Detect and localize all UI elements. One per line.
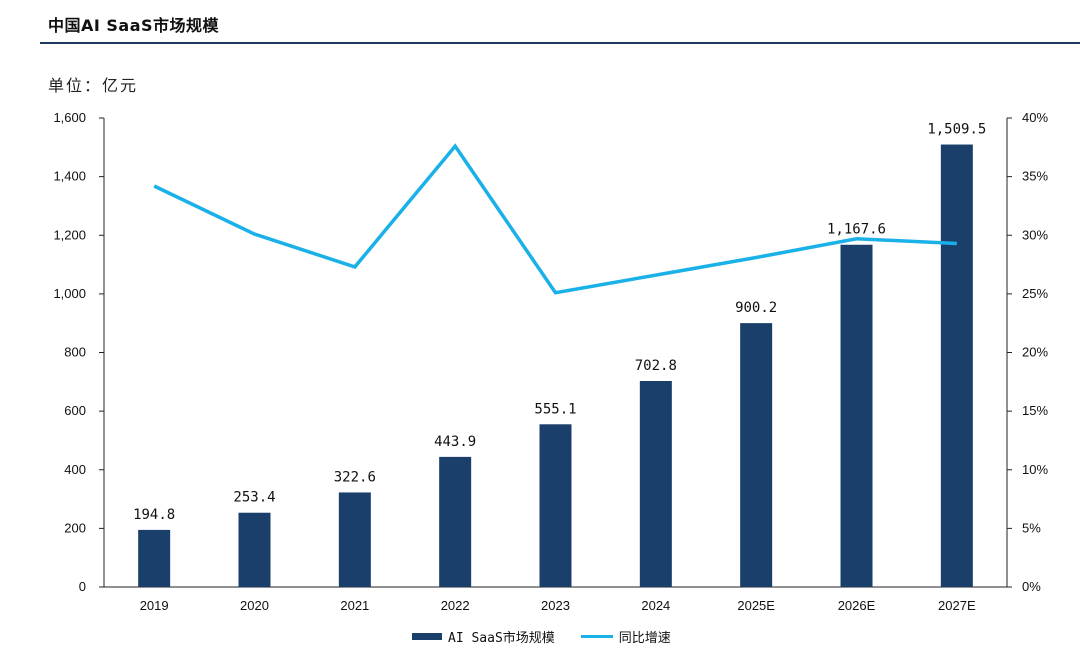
left-tick-label: 600 <box>64 403 86 418</box>
bar-data-label: 194.8 <box>133 507 175 523</box>
bar-data-label: 555.1 <box>534 401 576 417</box>
bar-data-label: 1,509.5 <box>927 122 986 138</box>
bar-series <box>138 144 973 587</box>
left-tick-label: 400 <box>64 462 86 477</box>
bar <box>940 144 973 587</box>
x-tick-label: 2023 <box>541 598 570 613</box>
bar <box>439 456 472 587</box>
legend-bar-label: AI SaaS市场规模 <box>448 630 555 646</box>
x-axis: 2019 2020 2021 2022 2023 2024 2025E 2026E 2027E <box>104 586 1007 613</box>
bar <box>238 512 271 587</box>
bar-data-label: 443.9 <box>434 434 476 450</box>
left-tick-label: 0 <box>79 579 86 594</box>
right-axis: 0% 5% 10% 15% 20% 25% 30% 35% 40% <box>1006 110 1048 594</box>
left-tick-label: 1,400 <box>53 169 86 184</box>
x-tick-label: 2022 <box>441 598 470 613</box>
left-tick-label: 1,200 <box>53 227 86 242</box>
bar <box>539 424 572 587</box>
growth-line-series <box>153 143 957 295</box>
x-tick-label: 2026E <box>838 598 876 613</box>
x-tick-label: 2019 <box>140 598 169 613</box>
page-title: 中国AI SaaS市场规模 <box>48 16 220 35</box>
header: 中国AI SaaS市场规模 <box>0 0 1080 44</box>
bar-data-label: 702.8 <box>635 358 677 374</box>
right-tick-label: 25% <box>1022 286 1048 301</box>
left-tick-label: 1,600 <box>53 110 86 125</box>
x-tick-label: 2020 <box>240 598 269 613</box>
bar-data-label: 900.2 <box>735 300 777 316</box>
bar-data-label: 322.6 <box>334 469 376 485</box>
right-tick-label: 10% <box>1022 462 1048 477</box>
right-tick-label: 20% <box>1022 345 1048 360</box>
x-tick-label: 2024 <box>641 598 670 613</box>
right-tick-label: 35% <box>1022 169 1048 184</box>
bar-data-labels: 194.8 253.4 322.6 443.9 555.1 702.8 900.2 1,167… <box>133 122 986 523</box>
growth-line <box>153 143 957 295</box>
right-tick-label: 0% <box>1022 579 1041 594</box>
legend-item-bar: AI SaaS市场规模 <box>412 627 555 646</box>
bar-data-label: 253.4 <box>233 490 275 506</box>
x-tick-label: 2021 <box>340 598 369 613</box>
bar <box>740 323 773 587</box>
left-axis: 0 200 400 600 800 1,000 1,200 1,400 1,600 <box>53 110 105 594</box>
legend-bar-swatch <box>412 632 442 640</box>
legend-line-label: 同比增速 <box>618 630 671 646</box>
right-tick-label: 30% <box>1022 227 1048 242</box>
title-divider <box>40 42 1080 44</box>
legend: AI SaaS市场规模 同比增速 <box>412 626 697 646</box>
bar <box>639 380 672 587</box>
right-tick-label: 40% <box>1022 110 1048 125</box>
x-tick-label: 2027E <box>938 598 976 613</box>
unit-label: 单位：亿元 <box>48 76 139 95</box>
x-tick-label: 2025E <box>737 598 775 613</box>
bar <box>338 492 371 587</box>
legend-item-line: 同比增速 <box>580 627 671 646</box>
bar <box>138 529 171 587</box>
bar-data-label: 1,167.6 <box>827 222 886 238</box>
left-tick-label: 1,000 <box>53 286 86 301</box>
legend-line-swatch <box>580 634 613 638</box>
right-tick-label: 5% <box>1022 520 1041 535</box>
left-tick-label: 200 <box>64 520 86 535</box>
bar <box>840 244 873 587</box>
right-tick-label: 15% <box>1022 403 1048 418</box>
left-tick-label: 800 <box>64 345 86 360</box>
